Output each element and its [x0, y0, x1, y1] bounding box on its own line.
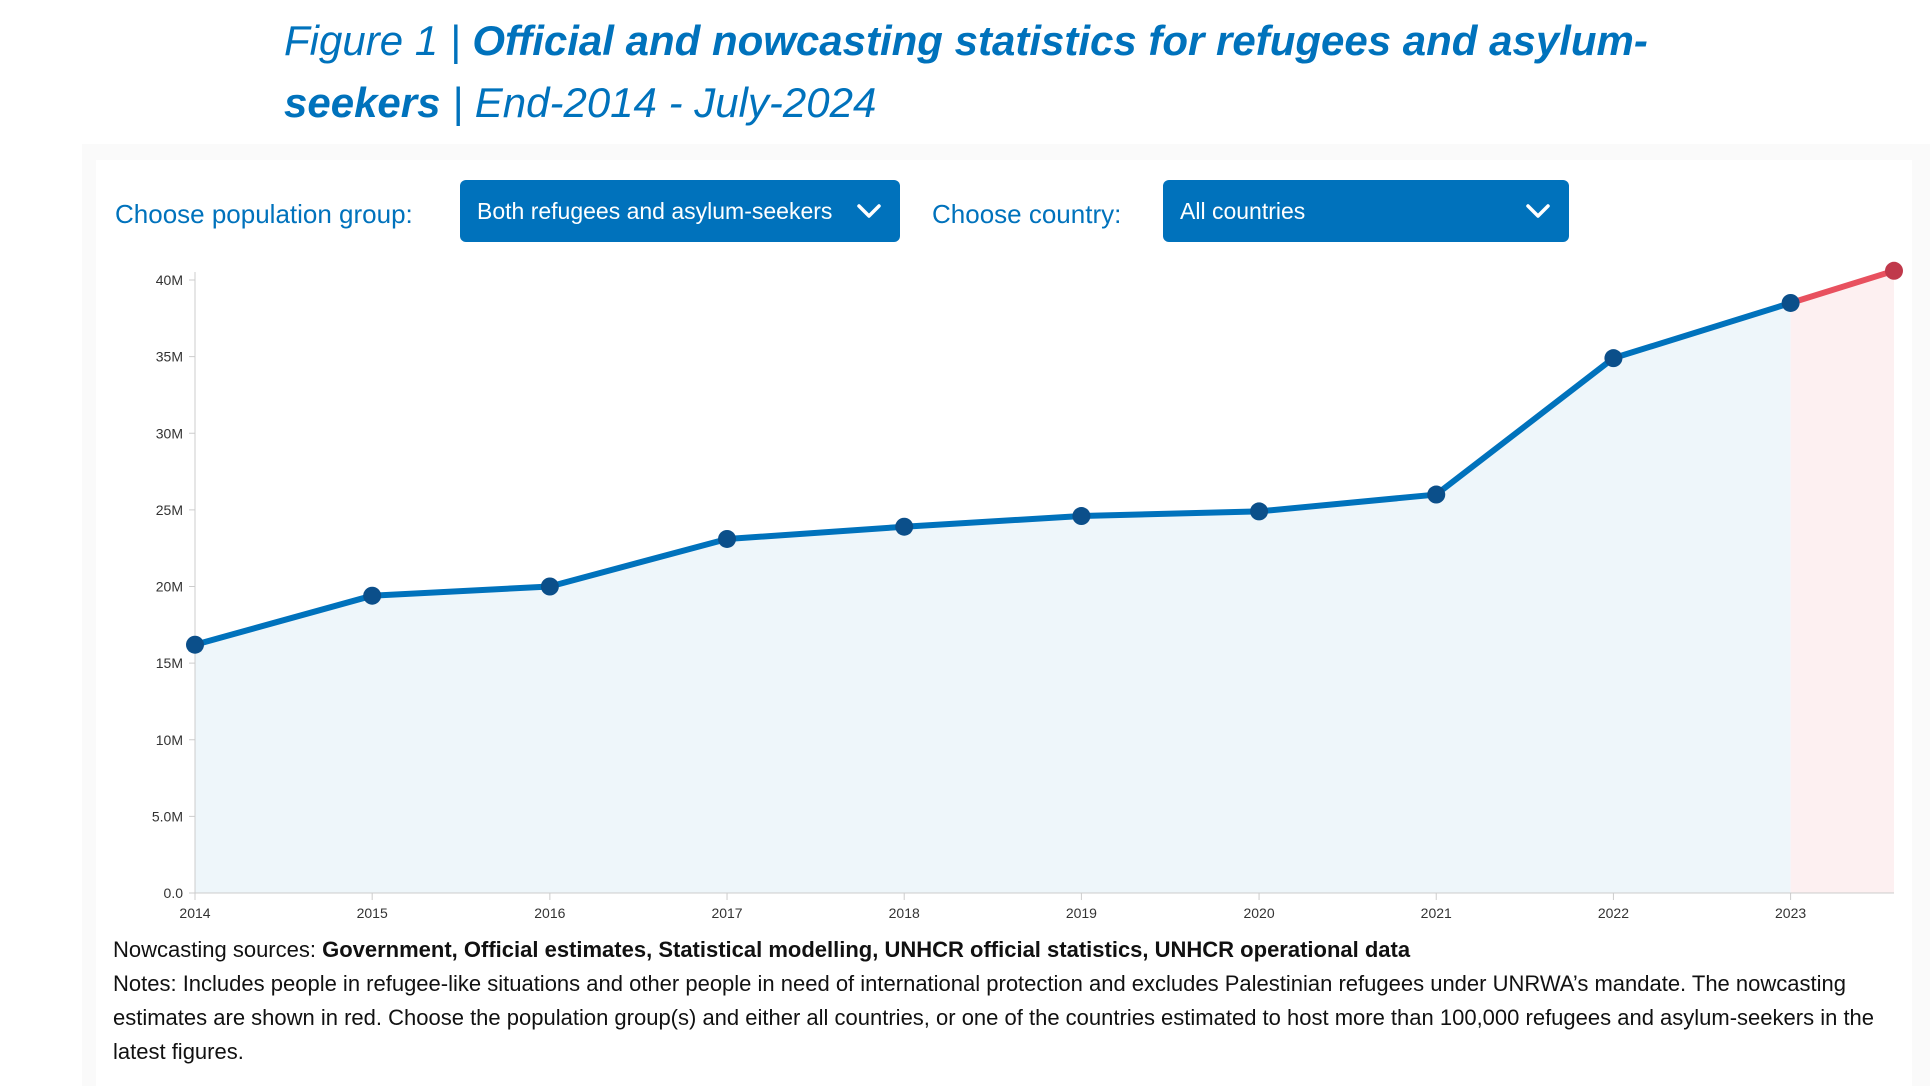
population-group-label: Choose population group:	[115, 199, 413, 229]
data-point	[363, 586, 382, 605]
x-tick-label: 2017	[711, 905, 742, 921]
x-tick-label: 2020	[1243, 905, 1274, 921]
country-value: All countries	[1180, 198, 1306, 224]
x-tick-label: 2019	[1066, 905, 1097, 921]
chevron-down-icon	[1526, 204, 1550, 218]
x-tick-label: 2015	[357, 905, 388, 921]
sources-label: Nowcasting sources:	[113, 937, 323, 962]
x-tick-label: 2022	[1598, 905, 1629, 921]
x-tick-label: 2014	[179, 905, 210, 921]
chart-footer: Nowcasting sources: Government, Official…	[113, 933, 1903, 1069]
y-tick-label: 35M	[156, 349, 183, 365]
y-tick-label: 10M	[156, 732, 183, 748]
figure-title-suffix: | End-2014 - July-2024	[440, 79, 877, 126]
data-point	[1250, 502, 1269, 521]
chart-notes: Notes: Includes people in refugee-like s…	[113, 971, 1875, 1064]
figure-title: Figure 1 | Official and nowcasting stati…	[284, 10, 1744, 134]
data-point	[186, 635, 204, 654]
nowcast-data-point	[1885, 261, 1903, 280]
y-tick-label: 25M	[156, 502, 183, 518]
chevron-down-icon	[857, 204, 881, 218]
official-line	[192, 299, 1794, 648]
data-point	[540, 577, 559, 596]
data-point	[1781, 293, 1800, 312]
x-tick-label: 2016	[534, 905, 565, 921]
population-group-select[interactable]: Both refugees and asylum-seekers	[460, 180, 900, 242]
x-tick-label: 2021	[1421, 905, 1452, 921]
official-area	[195, 302, 1791, 893]
nowcast-line	[1787, 267, 1897, 306]
country-select[interactable]: All countries	[1163, 180, 1569, 242]
x-tick-label: 2023	[1775, 905, 1806, 921]
y-tick-label: 5.0M	[152, 808, 183, 824]
data-point	[1604, 349, 1623, 368]
population-group-value: Both refugees and asylum-seekers	[477, 198, 833, 224]
data-point	[895, 517, 914, 536]
data-point	[1072, 507, 1091, 526]
figure-title-bold: Official and nowcasting statistics for r…	[284, 17, 1648, 126]
nowcasting-sources: Nowcasting sources: Government, Official…	[113, 933, 1903, 967]
figure-label: Figure 1 |	[284, 17, 473, 64]
country-label: Choose country:	[932, 199, 1122, 229]
data-point	[1427, 485, 1446, 504]
x-tick-label: 2018	[889, 905, 920, 921]
sources-value: Government, Official estimates, Statisti…	[322, 937, 1411, 962]
y-tick-label: 30M	[156, 425, 183, 441]
y-tick-label: 15M	[156, 655, 183, 671]
data-point	[718, 529, 737, 548]
y-tick-label: 20M	[156, 579, 183, 595]
y-tick-label: 0.0	[164, 885, 184, 901]
y-tick-label: 40M	[156, 272, 183, 288]
nowcast-area	[1790, 270, 1894, 893]
